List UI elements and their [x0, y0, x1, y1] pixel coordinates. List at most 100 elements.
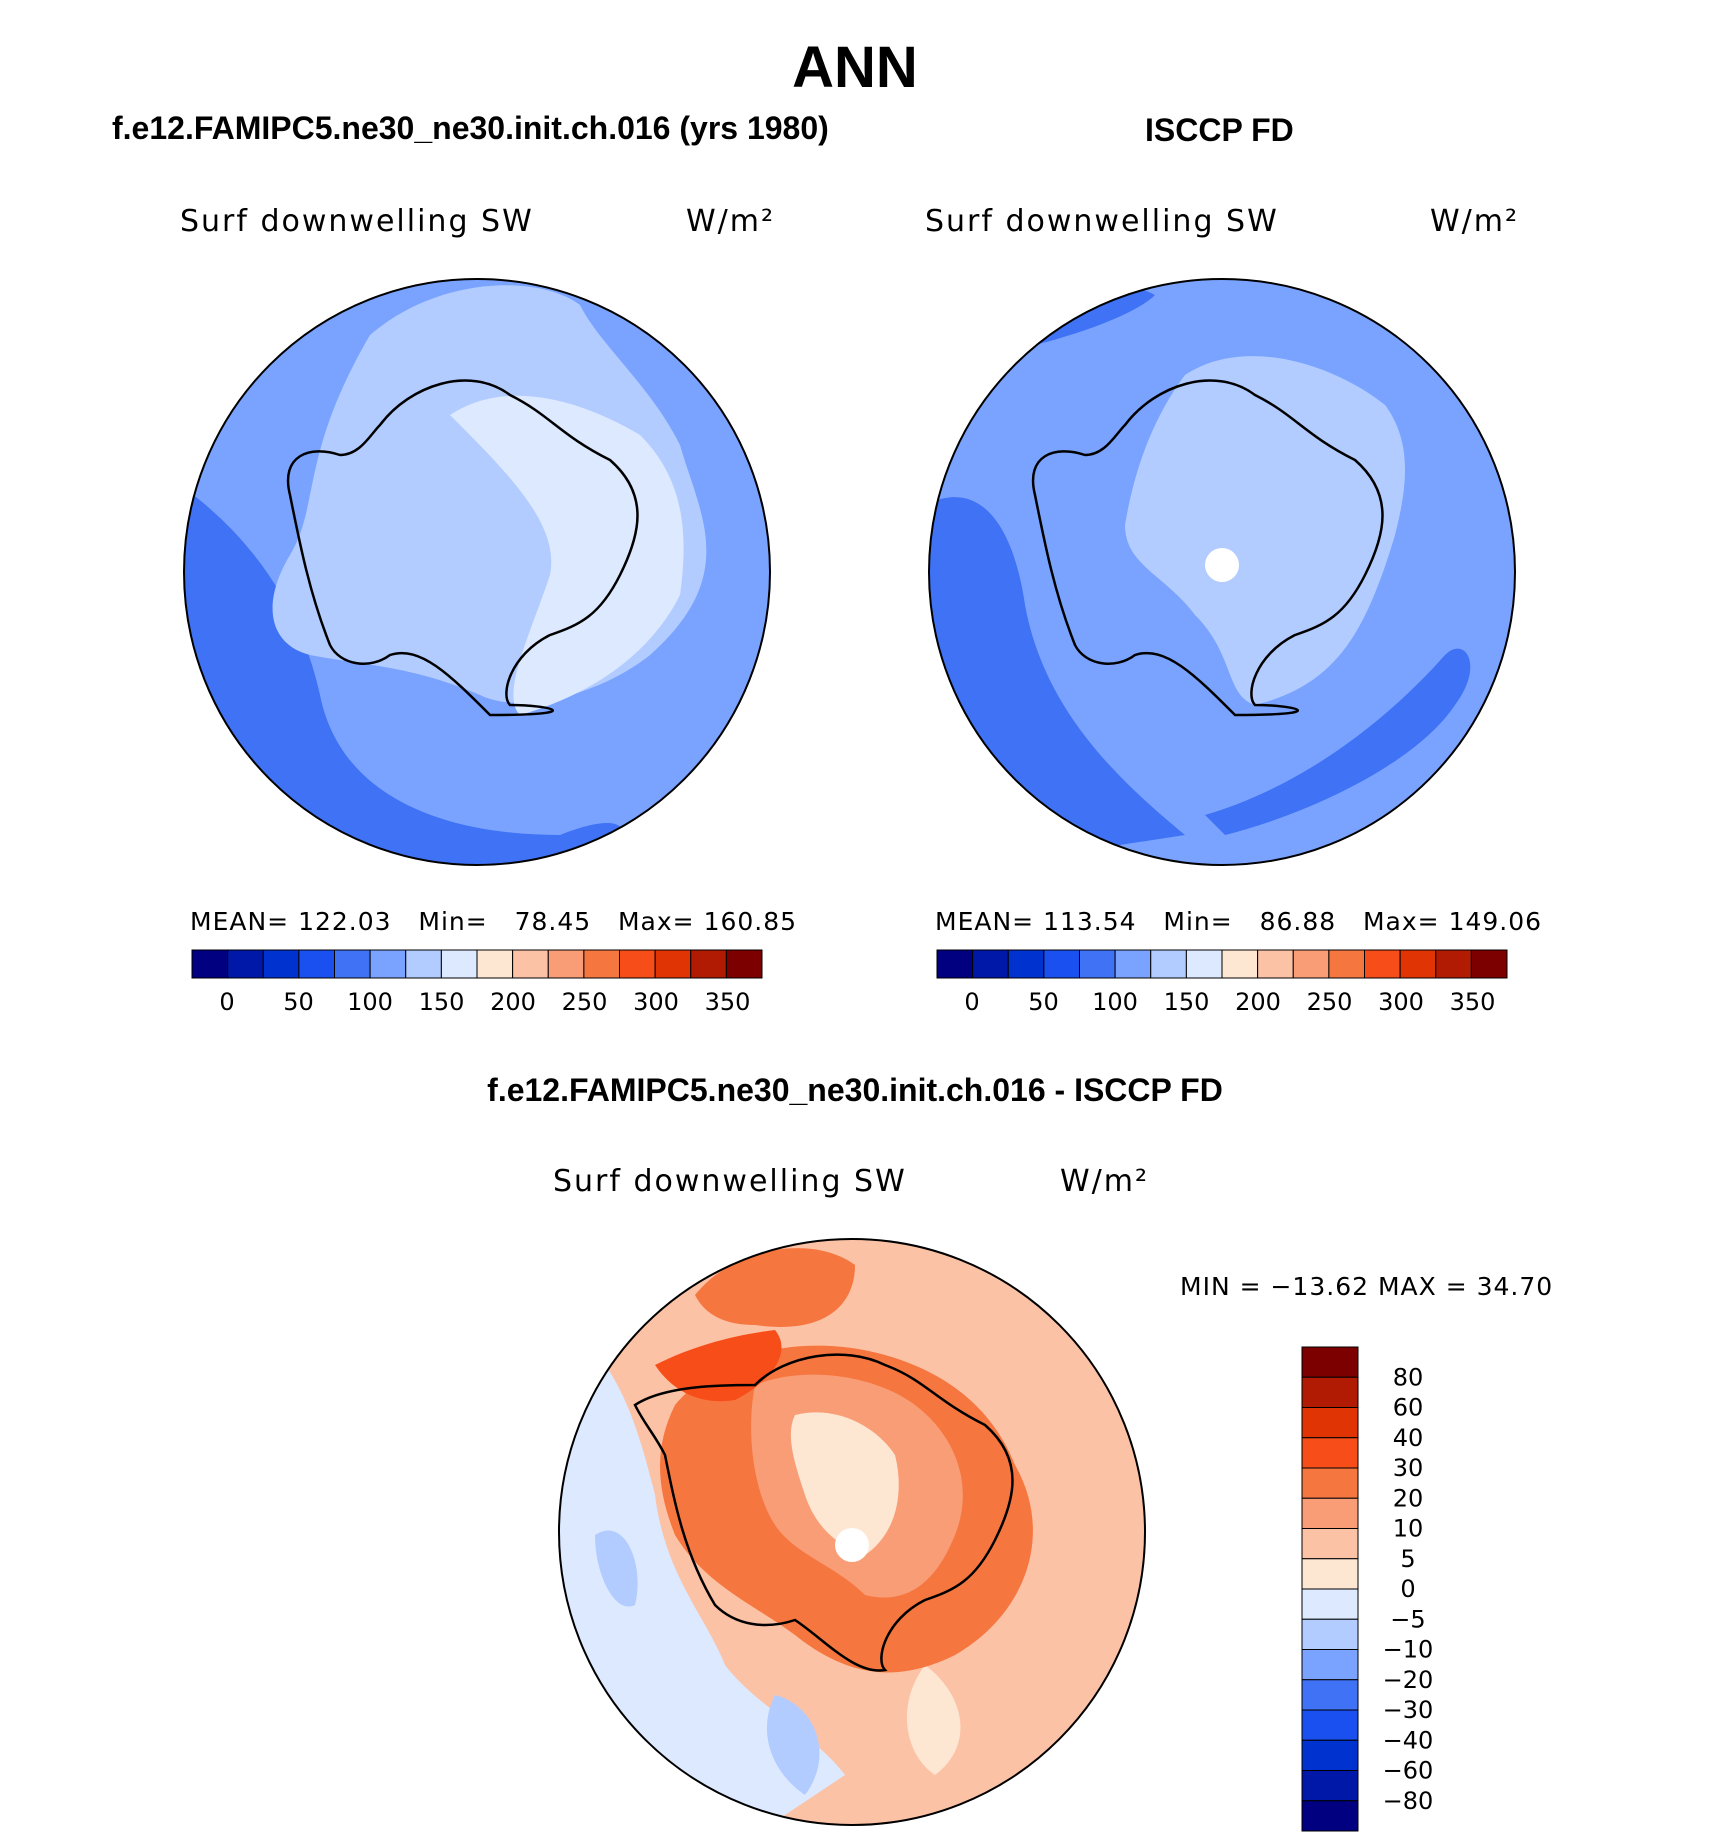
diff-missing-pole [835, 1528, 869, 1562]
diff-colorbar-swatch [1301, 1528, 1359, 1560]
panel2-colorbar-swatch [1185, 949, 1223, 979]
panel2-colorbar-label: 350 [1450, 988, 1496, 1016]
diff-variable: Surf downwelling SW [553, 1164, 907, 1199]
diff-colorbar-label: −5 [1390, 1605, 1425, 1633]
panel2-missing-pole [1205, 548, 1239, 582]
panel1-colorbar-label: 150 [419, 988, 465, 1016]
panel2-stats: MEAN= 113.54 Min= 86.88 Max= 149.06 [935, 907, 1543, 936]
panel1-colorbar-label: 200 [490, 988, 536, 1016]
panel1-colorbar-swatch [405, 949, 442, 979]
panel1-subtitle: f.e12.FAMIPC5.ne30_ne30.init.ch.016 (yrs… [112, 110, 829, 146]
panel1-colorbar-label: 350 [705, 988, 751, 1016]
panel1-colorbar-swatch [334, 949, 371, 979]
panel2-units: W/m² [1430, 204, 1520, 239]
panel2-polar-map [928, 278, 1516, 866]
diff-colorbar-label: 10 [1393, 1515, 1424, 1543]
panel1-colorbar-swatch [298, 949, 335, 979]
panel2-colorbar-swatch [936, 949, 974, 979]
diff-colorbar-label: 30 [1393, 1454, 1424, 1482]
diff-colorbar-swatch [1301, 1407, 1359, 1439]
diff-minmax: MIN = −13.62 MAX = 34.70 [1180, 1272, 1554, 1301]
diff-colorbar-swatch [1301, 1709, 1359, 1741]
panel1-colorbar-label: 300 [633, 988, 679, 1016]
panel2-antarctica-coastline [1031, 379, 1384, 717]
panel1-colorbar-label: 50 [283, 988, 314, 1016]
panel2-colorbar-label: 100 [1092, 988, 1138, 1016]
panel1-colorbar-swatch [476, 949, 514, 979]
diff-colorbar-label: 40 [1393, 1424, 1424, 1452]
panel1-colorbar-swatch [262, 949, 300, 979]
diff-colorbar-label: 60 [1393, 1394, 1424, 1422]
panel1-colorbar-swatch [690, 949, 727, 979]
diff-antarctica-coastline [633, 1353, 1014, 1672]
diff-negative-region [559, 1315, 845, 1825]
diff-colorbar-label: 0 [1400, 1575, 1415, 1603]
diff-colorbar-swatch [1301, 1558, 1359, 1590]
diff-colorbar-swatch [1301, 1497, 1359, 1529]
panel1-colorbar-label: 0 [219, 988, 234, 1016]
panel1-colorbar-swatch [654, 949, 692, 979]
page-title: ANN [792, 35, 918, 100]
panel1-colorbar-label: 250 [562, 988, 608, 1016]
diff-colorbar-label: −60 [1383, 1757, 1434, 1785]
panel1-antarctica-coastline [286, 379, 639, 717]
panel1-colorbar-swatch [619, 949, 656, 979]
diff-colorbar-swatch [1301, 1770, 1359, 1802]
panel2-colorbar-swatch [1043, 949, 1080, 979]
diff-colorbar-swatch [1301, 1739, 1359, 1771]
panel1-colorbar-swatch [191, 949, 229, 979]
diff-colorbar-swatch [1301, 1649, 1359, 1681]
panel1-colorbar-label: 100 [347, 988, 393, 1016]
diff-units: W/m² [1060, 1164, 1150, 1199]
panel1-colorbar-swatch [725, 949, 763, 979]
diff-colorbar-swatch [1301, 1376, 1359, 1408]
diff-colorbar-label: 5 [1400, 1545, 1415, 1573]
diff-colorbar-swatch [1301, 1800, 1359, 1832]
diff-colorbar-swatch [1301, 1618, 1359, 1650]
diff-polar-map [558, 1238, 1146, 1826]
panel1-stats: MEAN= 122.03 Min= 78.45 Max= 160.85 [190, 907, 798, 936]
panel2-colorbar-label: 150 [1164, 988, 1210, 1016]
panel1-colorbar-swatch [227, 949, 264, 979]
panel1-colorbar-swatch [512, 949, 549, 979]
diff-colorbar-label: −80 [1383, 1787, 1434, 1815]
panel2-colorbar-swatch [1221, 949, 1259, 979]
diff-colorbar-swatch [1301, 1467, 1359, 1499]
panel1-colorbar-swatch [547, 949, 585, 979]
panel2-colorbar-swatch [1292, 949, 1330, 979]
panel2-colorbar-label: 50 [1028, 988, 1059, 1016]
diff-colorbar-swatch [1301, 1346, 1359, 1378]
panel2-high-sw-region [1125, 356, 1405, 705]
panel2-colorbar-swatch [1150, 949, 1187, 979]
panel2-subtitle: ISCCP FD [1145, 112, 1294, 148]
panel2-colorbar-label: 0 [964, 988, 979, 1016]
panel1-polar-map [183, 278, 771, 866]
diff-colorbar-swatch [1301, 1679, 1359, 1711]
panel2-colorbar-swatch [1007, 949, 1045, 979]
panel2-colorbar: 0 50 100 150 200 250 300 350 [936, 949, 1508, 1016]
diff-colorbar-label: −40 [1383, 1726, 1434, 1754]
panel2-colorbar-swatch [1364, 949, 1401, 979]
panel1-colorbar-swatch [440, 949, 478, 979]
diff-subtitle: f.e12.FAMIPC5.ne30_ne30.init.ch.016 - IS… [487, 1072, 1223, 1108]
panel2-colorbar-swatch [972, 949, 1009, 979]
panel2-colorbar-swatch [1435, 949, 1472, 979]
panel2-colorbar-label: 250 [1307, 988, 1353, 1016]
panel1-colorbar-swatch [583, 949, 620, 979]
panel1-low-sw-region [184, 485, 700, 865]
panel2-colorbar-label: 300 [1378, 988, 1424, 1016]
panel2-colorbar-swatch [1079, 949, 1116, 979]
panel2-colorbar-swatch [1114, 949, 1152, 979]
panel1-colorbar: 0 50 100 150 200 250 300 350 [191, 949, 763, 1016]
panel1-colorbar-swatch [369, 949, 407, 979]
panel2-variable: Surf downwelling SW [925, 204, 1279, 239]
diff-colorbar-swatch [1301, 1588, 1359, 1620]
panel2-colorbar-label: 200 [1235, 988, 1281, 1016]
diff-colorbar-label: 20 [1393, 1484, 1424, 1512]
panel1-variable: Surf downwelling SW [180, 204, 534, 239]
diff-colorbar-label: 80 [1393, 1363, 1424, 1391]
panel2-colorbar-swatch [1257, 949, 1294, 979]
diff-colorbar-label: −10 [1383, 1636, 1434, 1664]
panel2-colorbar-swatch [1328, 949, 1365, 979]
panel1-units: W/m² [686, 204, 776, 239]
